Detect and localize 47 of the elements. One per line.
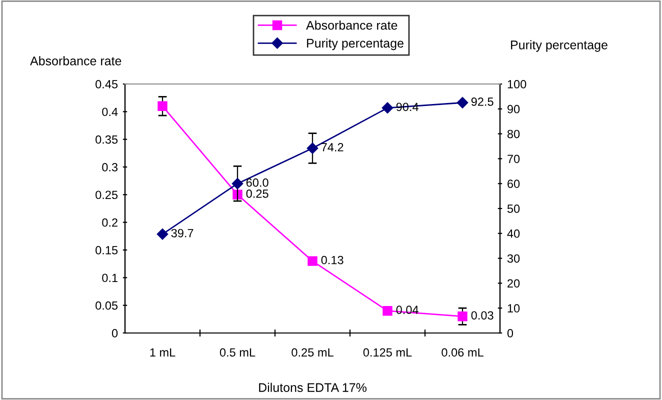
x-tick-label: 0.25 mL [292,348,334,357]
point [458,312,468,322]
legend-label: Purity percentage [307,38,404,50]
y2-tick-label: 40 [507,229,520,238]
y2-tick-label: 80 [507,130,520,138]
point [382,102,394,114]
y2-tick-label: 50 [507,204,520,213]
y2-tick-label: 10 [508,304,520,312]
y2-tick-label: 60 [508,180,520,188]
point [308,256,318,266]
y2-tick-label: 0 [507,329,514,338]
x-axis-title: Dilutons EDTA 17% [259,382,366,392]
point [232,178,244,190]
y-axis-title: Absorbance rate [30,56,122,66]
y-tick-label: 0.4 [102,108,118,116]
y-tick-label: 0.45 [96,80,118,88]
y-tick-label: 0.2 [102,218,118,227]
y-tick-label: 0.3 [102,163,118,172]
point [456,97,468,108]
legend-label: Absorbance rate [306,20,398,30]
y-tick-label: 0.15 [96,246,118,254]
y-tick-label: 0.35 [96,135,118,144]
y-tick-label: 0.25 [96,190,118,200]
data-label: 39.7 [171,228,194,238]
x-tick-label: 0.5 mL [220,348,256,357]
point [156,228,168,240]
y2-tick-label: 70 [508,154,520,164]
data-label: 0.03 [471,311,494,320]
y-tick-label: 0.05 [96,301,118,310]
point [382,306,392,316]
point [158,101,168,111]
y2-tick-label: 100 [508,80,526,88]
point [306,142,318,154]
data-label: 0.13 [321,256,344,264]
y2-tick-label: 90 [508,104,520,114]
data-label: 60.0 [246,178,268,187]
data-label: 0.25 [246,189,268,198]
x-tick-label: 0.125 mL [363,348,412,357]
y2-tick-label: 20 [508,279,520,288]
y2-axis-title: Purity percentage [511,40,608,52]
y-tick-label: 0 [112,329,118,338]
y-tick-label: 0.1 [102,274,118,282]
x-tick-label: 1 mL [150,348,176,356]
data-label: 74.2 [321,143,344,152]
data-label: 92.5 [471,97,494,106]
y2-tick-label: 30 [507,254,520,263]
x-tick-label: 0.06 mL [442,348,484,357]
